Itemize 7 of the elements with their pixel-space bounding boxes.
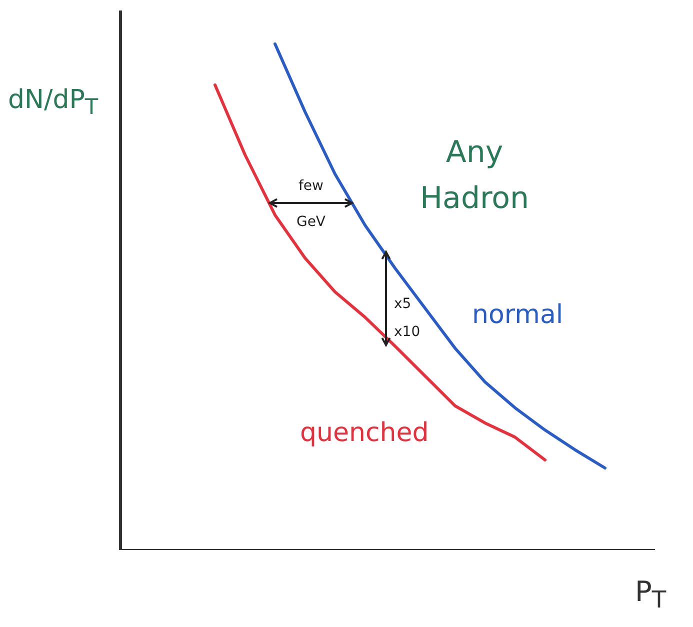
y-axis-title: dN/dP$_{T}$	[8, 85, 98, 120]
series-label: normal	[472, 300, 564, 330]
annotation: x5 x10	[394, 295, 420, 342]
text: few GeV	[296, 178, 326, 230]
x-axis-title: P$_{T}$	[635, 575, 666, 614]
series-label: quenched	[300, 418, 429, 448]
text: Any Hadron	[420, 134, 530, 218]
